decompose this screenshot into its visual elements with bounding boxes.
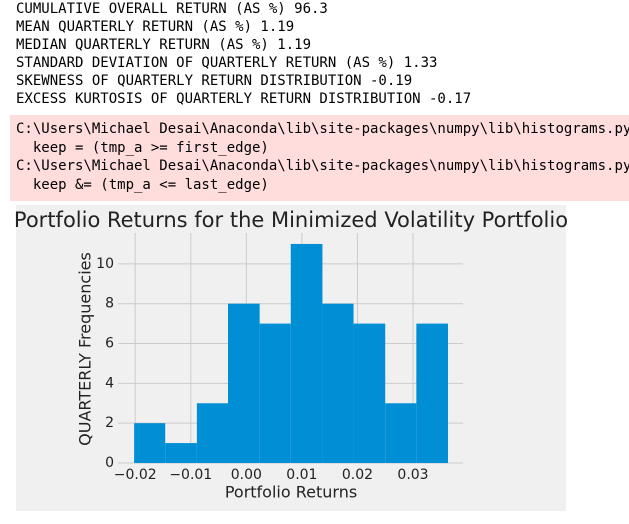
histogram-bar [165,443,197,463]
x-tick-label: −0.01 [169,467,212,483]
x-axis-label: Portfolio Returns [225,483,357,502]
warning-line: keep &= (tmp_a <= last_edge) [16,176,269,193]
histogram-bar [322,303,354,463]
output-line: MEDIAN QUARTERLY RETURN (AS %) 1.19 [16,37,312,53]
y-tick-label: 8 [105,296,114,312]
x-tick-label: 0.01 [286,467,317,483]
histogram-bar [290,243,323,463]
y-axis-label: QUARTERLY Frequencies [76,252,95,446]
histogram-bar [353,323,386,463]
y-tick-label: 2 [105,415,114,431]
chart-title: Portfolio Returns for the Minimized Vola… [14,208,568,232]
x-tick-label: 0.03 [397,467,428,483]
histogram-bar [196,403,228,463]
y-tick-label: 10 [96,256,114,272]
warning-box: C:\Users\Michael Desai\Anaconda\lib\site… [10,115,629,201]
x-tick-label: −0.02 [114,467,157,483]
output-line: CUMULATIVE OVERALL RETURN (AS %) 96.3 [16,1,328,17]
output-line: STANDARD DEVIATION OF QUARTERLY RETURN (… [16,55,438,71]
y-tick-label: 4 [105,375,114,391]
warning-line: C:\Users\Michael Desai\Anaconda\lib\site… [16,121,629,137]
x-tick-label: 0.00 [231,467,262,483]
histogram-bar [385,403,417,463]
warning-text: C:\Users\Michael Desai\Anaconda\lib\site… [10,115,629,194]
output-line: MEAN QUARTERLY RETURN (AS %) 1.19 [16,19,295,35]
histogram-bar [228,303,260,463]
y-tick-label: 6 [105,336,114,352]
histogram-bar [259,323,291,463]
output-line: SKEWNESS OF QUARTERLY RETURN DISTRIBUTIO… [16,73,413,89]
histogram-bar [416,323,448,463]
y-tick-label: 0 [105,455,114,471]
output-line: EXCESS KURTOSIS OF QUARTERLY RETURN DIST… [16,91,472,107]
x-tick-label: 0.02 [342,467,373,483]
stats-output: CUMULATIVE OVERALL RETURN (AS %) 96.3 MEA… [16,0,471,108]
warning-line: C:\Users\Michael Desai\Anaconda\lib\site… [16,158,629,174]
warning-line: keep = (tmp_a >= first_edge) [16,139,269,156]
histogram-bar [134,423,166,463]
